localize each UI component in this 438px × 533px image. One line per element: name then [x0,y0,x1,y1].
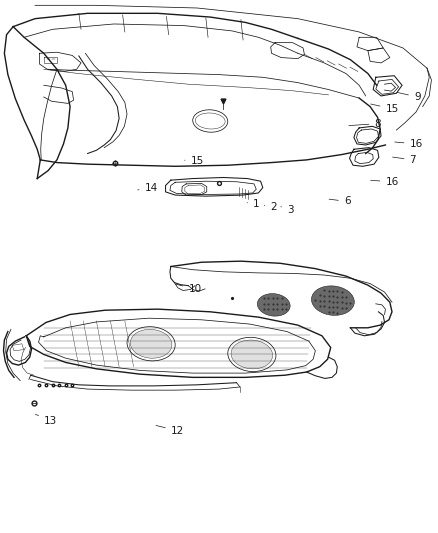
Text: 10: 10 [176,284,201,294]
Text: 8: 8 [349,119,381,128]
Text: 15: 15 [371,104,399,114]
Text: 15: 15 [184,157,204,166]
Ellipse shape [131,329,172,358]
Text: 1: 1 [247,199,260,208]
Text: 3: 3 [281,205,293,215]
Text: 16: 16 [395,139,423,149]
Text: 6: 6 [329,197,350,206]
Text: 16: 16 [371,177,399,187]
Ellipse shape [311,286,354,316]
Ellipse shape [258,294,290,316]
Text: 14: 14 [138,183,158,193]
Text: 13: 13 [35,414,57,426]
Text: 2: 2 [264,203,277,212]
Text: 7: 7 [392,155,416,165]
Text: 9: 9 [397,92,420,102]
Text: 12: 12 [156,425,184,435]
Ellipse shape [231,340,272,369]
